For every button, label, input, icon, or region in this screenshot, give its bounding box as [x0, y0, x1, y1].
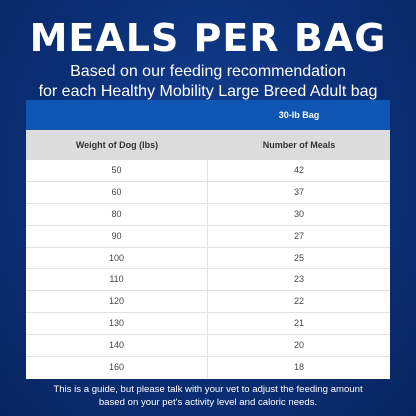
- bag-size-label: 30-lb Bag: [278, 110, 320, 120]
- meals-cell: 42: [293, 165, 304, 175]
- weight-cell: 100: [26, 247, 208, 269]
- subtitle-line-1: Based on our feeding recommendation: [70, 63, 346, 80]
- table-row: 90 27: [26, 225, 390, 248]
- page-title: MEALS PER BAG: [29, 16, 387, 60]
- table-row: 80 30: [26, 203, 390, 226]
- table-row: 120 22: [26, 291, 390, 314]
- weight-cell: 140: [26, 335, 208, 357]
- table-row: 50 42: [26, 160, 390, 182]
- weight-cell: 60: [26, 181, 208, 203]
- meals-cell: 20: [293, 340, 304, 351]
- bag-size-header: 30-lb Bag: [26, 100, 390, 130]
- table-row: 140 20: [26, 335, 390, 358]
- column-header-row: Weight of Dog (lbs) Number of Meals: [26, 130, 390, 160]
- weight-cell: 80: [26, 203, 208, 225]
- weight-cell: 110: [26, 269, 208, 291]
- table-row: 100 25: [26, 247, 390, 270]
- weight-column-header: Weight of Dog (lbs): [75, 140, 159, 150]
- meals-cell: 21: [293, 318, 304, 329]
- weight-cell: 130: [26, 313, 208, 335]
- meals-column-header: Number of Meals: [262, 140, 336, 150]
- footer-note-line-2: based on your pet's activity level and c…: [98, 397, 318, 408]
- meals-cell: 30: [293, 208, 304, 219]
- meals-cell: 18: [293, 362, 304, 373]
- meals-table: 30-lb Bag Weight of Dog (lbs) Number of …: [26, 100, 390, 379]
- meals-cell: 27: [293, 230, 304, 241]
- weight-cell: 120: [26, 291, 208, 313]
- table-row: 130 21: [26, 313, 390, 336]
- meals-cell: 23: [293, 274, 304, 285]
- meals-cell: 37: [293, 186, 304, 197]
- table-row: 60 37: [26, 181, 390, 204]
- table-row: 110 23: [26, 269, 390, 292]
- footer-note-line-1: This is a guide, but please talk with yo…: [53, 384, 363, 395]
- weight-cell: 90: [26, 225, 208, 247]
- subtitle-line-2: for each Healthy Mobility Large Breed Ad…: [38, 83, 378, 100]
- meals-cell: 22: [293, 296, 304, 307]
- meals-cell: 25: [293, 252, 304, 263]
- table-row: 160 18: [26, 357, 390, 379]
- bag-header-spacer: [26, 100, 208, 130]
- weight-cell: 160: [26, 357, 208, 379]
- weight-cell: 50: [26, 160, 208, 181]
